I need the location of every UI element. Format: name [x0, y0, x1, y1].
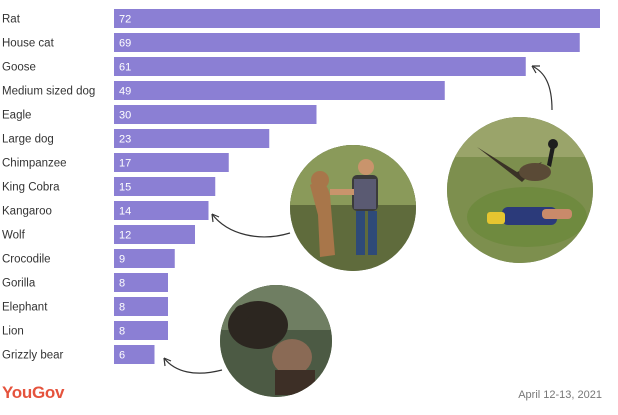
- yougov-logo: YouGov: [2, 383, 65, 402]
- bar: [114, 9, 600, 28]
- kangaroo-photo: [290, 145, 416, 271]
- category-label: Large dog: [2, 134, 54, 146]
- bar: [114, 177, 216, 196]
- category-label: Medium sized dog: [2, 86, 95, 98]
- value-label: 61: [119, 62, 131, 74]
- value-label: 69: [119, 38, 131, 50]
- value-label: 12: [119, 230, 131, 242]
- value-label: 6: [119, 350, 125, 362]
- category-label: Grizzly bear: [2, 350, 64, 362]
- value-label: 17: [119, 158, 131, 170]
- category-label: House cat: [2, 38, 55, 50]
- category-label: Elephant: [2, 302, 48, 314]
- value-label: 23: [119, 134, 131, 146]
- value-label: 15: [119, 182, 131, 194]
- value-label: 8: [119, 278, 125, 290]
- goose-photo: [447, 117, 593, 263]
- bar: [114, 201, 209, 220]
- bar: [114, 129, 270, 148]
- bar: [114, 249, 175, 268]
- bar: [114, 225, 195, 244]
- category-label: King Cobra: [2, 182, 60, 194]
- value-label: 72: [119, 14, 131, 26]
- bar: [114, 273, 168, 292]
- value-label: 8: [119, 302, 125, 314]
- category-label: Lion: [2, 326, 24, 338]
- date-text: April 12-13, 2021: [518, 389, 602, 401]
- grizzly-photo: [220, 285, 332, 397]
- value-label: 8: [119, 326, 125, 338]
- bar: [114, 297, 168, 316]
- category-label: Eagle: [2, 110, 31, 122]
- category-label: Goose: [2, 62, 36, 74]
- category-label: Chimpanzee: [2, 158, 67, 170]
- category-label: Gorilla: [2, 278, 36, 290]
- value-label: 49: [119, 86, 131, 98]
- bar: [114, 345, 155, 364]
- bar: [114, 153, 229, 172]
- category-label: Crocodile: [2, 254, 51, 266]
- category-label: Kangaroo: [2, 206, 52, 218]
- value-label: 30: [119, 110, 131, 122]
- value-label: 9: [119, 254, 125, 266]
- category-label: Wolf: [2, 230, 26, 242]
- bar: [114, 57, 526, 76]
- bar: [114, 33, 580, 52]
- value-label: 14: [119, 206, 131, 218]
- bar: [114, 81, 445, 100]
- bar: [114, 105, 317, 124]
- bar: [114, 321, 168, 340]
- category-label: Rat: [2, 14, 21, 26]
